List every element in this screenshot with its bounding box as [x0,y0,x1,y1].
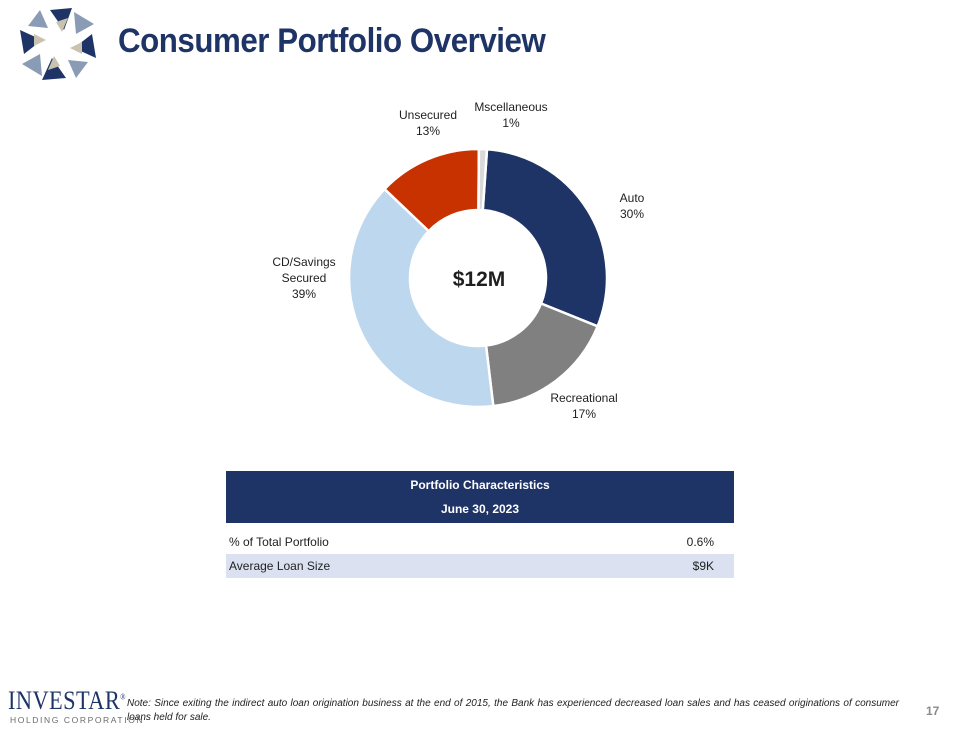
footer-brand-sub: HOLDING CORPORATION [10,715,145,725]
table-header-date: June 30, 2023 [440,502,520,516]
row-value: 0.6% [686,535,714,549]
table-row: % of Total Portfolio 0.6% [226,530,734,554]
label-mscellaneous: Mscellaneous 1% [474,100,547,130]
row-label: % of Total Portfolio [229,535,329,549]
donut-labels: Auto 30% Recreational 17% CD/Savings Secured 3… [272,100,644,421]
row-label: Average Loan Size [229,559,331,573]
company-logo-icon [12,7,104,81]
donut-center-label: $12M [453,268,506,291]
footnote: Note: Since exiting the indirect auto lo… [127,698,899,723]
table-header-title: Portfolio Characteristics [410,478,550,492]
slide-title: Consumer Portfolio Overview [118,22,546,60]
donut-chart: Auto 30% Recreational 17% CD/Savings Secured 3… [272,100,644,421]
slice-mscellaneous [477,147,489,212]
table-header: Portfolio Characteristics June 30, 2023 [226,471,734,523]
label-recreational: Recreational 17% [550,391,617,421]
brand-text: INVESTAR [8,686,121,715]
label-unsecured: Unsecured 13% [399,108,457,138]
slice-cd-savings-secured [347,187,495,409]
row-value: $9K [692,559,714,573]
page-number: 17 [926,704,940,718]
footer-brand-name: INVESTAR® [8,686,126,716]
label-auto: Auto 30% [620,191,645,221]
table-row: Average Loan Size $9K [226,554,734,578]
donut-slices [347,147,609,409]
label-cd-savings-secured: CD/Savings Secured 39% [272,255,335,301]
slice-auto [481,147,609,328]
brand-mark: ® [120,692,126,702]
footer-brand-logo: INVESTAR® HOLDING CORPORATION [8,686,143,726]
portfolio-characteristics-table: Portfolio Characteristics June 30, 2023 … [226,471,734,578]
